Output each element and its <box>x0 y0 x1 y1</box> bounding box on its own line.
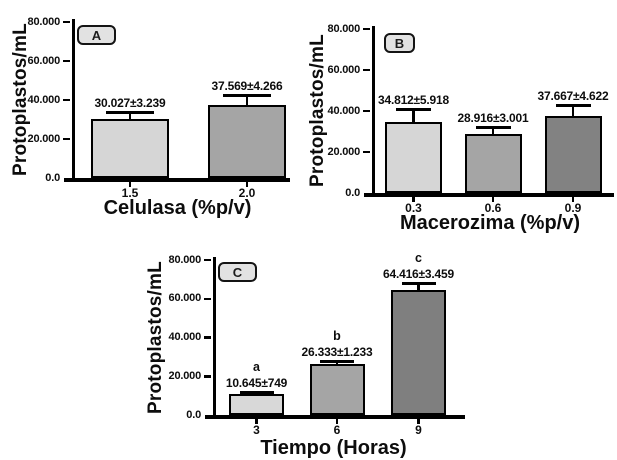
x-axis-title: Tiempo (Horas) <box>260 437 407 459</box>
error-bar-whisker <box>491 127 495 136</box>
bar <box>309 363 365 415</box>
y-axis-tick-label: 0.0 <box>45 171 60 184</box>
x-axis-tick <box>491 196 495 202</box>
y-axis-tick-label: 60.000 <box>27 54 61 67</box>
bar <box>385 121 442 193</box>
y-axis-tick <box>204 258 211 262</box>
significance-letter: b <box>333 328 341 343</box>
x-axis-tick-label: 9 <box>415 423 422 437</box>
error-bar-cap <box>401 281 436 285</box>
x-axis-tick <box>412 196 415 202</box>
panel-label-badge: A <box>77 25 116 45</box>
error-bar-whisker <box>335 361 339 366</box>
x-axis-line <box>205 415 465 419</box>
error-bar-whisker <box>245 96 249 107</box>
y-axis-tick-label: 20.000 <box>327 145 361 158</box>
x-axis-tick <box>255 418 258 424</box>
chart-panel-a: Protoplastos/mL Celulasa (%p/v) A 0.0 20.… <box>10 16 290 219</box>
x-axis-tick-label: 6 <box>333 423 341 437</box>
error-bar-cap <box>396 107 431 111</box>
y-axis-tick-label: 40.000 <box>27 93 61 106</box>
bar-value-label: 26.333±1.233 <box>301 344 373 359</box>
error-bar-whisker <box>571 106 575 118</box>
y-axis-line <box>213 257 216 415</box>
bar <box>91 119 169 178</box>
bar <box>464 133 522 193</box>
y-axis-tick-label: 80.000 <box>27 15 61 28</box>
error-bar-cap <box>223 94 271 98</box>
y-axis-tick-label: 20.000 <box>168 369 202 382</box>
x-axis-tick-label: 1.5 <box>121 186 139 200</box>
chart-panel-c: Protoplastos/mL Tiempo (Horas) C 0.0 20.0… <box>145 251 465 459</box>
y-axis-tick-label: 60.000 <box>327 63 361 76</box>
y-axis-line <box>72 19 75 178</box>
y-axis-tick <box>63 98 70 102</box>
panel-label-badge: C <box>218 262 257 282</box>
x-axis-title: Macerozima (%p/v) <box>399 212 581 234</box>
bar-value-label: 10.645±749 <box>225 375 288 390</box>
x-axis-tick <box>417 418 420 424</box>
x-axis-line <box>64 178 290 182</box>
x-axis-tick-label: 0.6 <box>484 201 502 215</box>
error-bar-cap <box>555 104 591 108</box>
y-axis-tick <box>63 20 70 24</box>
y-axis-tick-label: 40.000 <box>168 331 202 343</box>
x-axis-tick <box>245 181 249 187</box>
y-axis-tick <box>363 150 370 154</box>
bar-value-label: 30.027±3.239 <box>94 96 166 111</box>
error-bar-whisker <box>128 113 132 122</box>
y-axis-tick <box>363 68 370 72</box>
bar <box>544 115 602 193</box>
significance-letter: a <box>253 359 260 374</box>
bar-value-label: 37.569±4.266 <box>211 79 283 94</box>
chart-panel-b: Protoplastos/mL Macerozima (%p/v) B 0.0 2… <box>307 23 614 234</box>
y-axis-tick-label: 60.000 <box>168 292 202 305</box>
y-axis-tick-label: 20.000 <box>27 132 61 145</box>
error-bar-cap <box>106 111 154 115</box>
x-axis-tick <box>128 181 132 187</box>
y-axis-tick <box>63 59 70 63</box>
x-axis-line <box>364 193 614 197</box>
bar-value-label: 37.667±4.622 <box>537 89 609 104</box>
y-axis-tick-label: 0.0 <box>186 408 201 421</box>
y-axis-tick <box>363 27 370 31</box>
bar-value-label: 28.916±3.001 <box>457 110 529 125</box>
x-axis-tick-label: 2.0 <box>238 186 256 200</box>
y-axis-tick <box>363 109 370 113</box>
bar <box>391 290 446 415</box>
error-bar-whisker <box>417 283 420 293</box>
y-axis-tick <box>63 137 70 141</box>
y-axis-tick <box>204 297 211 300</box>
x-axis-title: Celulasa (%p/v) <box>103 197 252 219</box>
significance-letter: c <box>415 250 422 265</box>
bar-value-label: 34.812±5.918 <box>378 92 449 107</box>
y-axis-tick-label: 80.000 <box>168 253 202 266</box>
x-axis-tick-label: 0.9 <box>564 201 582 215</box>
y-axis-tick <box>204 375 211 378</box>
bar <box>229 394 284 415</box>
error-bar-cap <box>239 390 274 394</box>
error-bar-cap <box>475 125 511 129</box>
x-axis-tick-label: 0.3 <box>405 201 422 215</box>
error-bar-whisker <box>412 109 415 124</box>
panel-label-badge: B <box>384 33 415 53</box>
y-axis-tick-label: 40.000 <box>327 104 361 117</box>
x-axis-tick <box>571 196 575 202</box>
bar-value-label: 64.416±3.459 <box>383 266 454 281</box>
bar <box>208 104 286 178</box>
x-axis-tick <box>335 418 339 424</box>
error-bar-cap <box>320 359 354 363</box>
y-axis-line <box>372 26 375 193</box>
y-axis-tick <box>204 336 211 339</box>
x-axis-tick-label: 3 <box>253 423 260 437</box>
y-axis-tick-label: 80.000 <box>327 22 361 35</box>
y-axis-tick-label: 0.0 <box>345 186 360 199</box>
